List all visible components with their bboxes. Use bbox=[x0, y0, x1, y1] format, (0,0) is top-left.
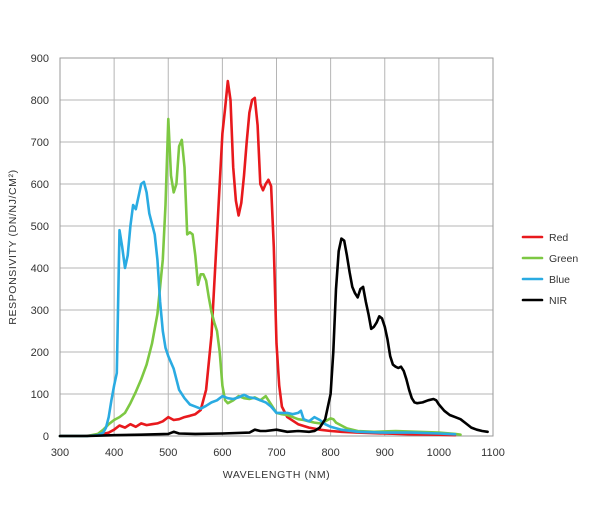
y-tick-label: 400 bbox=[31, 263, 49, 275]
plot-frame bbox=[59, 57, 494, 437]
legend-label-blue: Blue bbox=[549, 274, 570, 286]
grid bbox=[59, 57, 494, 437]
x-tick-label: 1100 bbox=[481, 447, 505, 459]
series-line-red bbox=[58, 79, 457, 438]
y-tick-label: 200 bbox=[31, 347, 49, 359]
x-tick-label: 500 bbox=[159, 447, 177, 459]
x-tick-label: 800 bbox=[321, 447, 339, 459]
legend-label-nir: NIR bbox=[549, 295, 568, 307]
series-line-blue bbox=[58, 180, 457, 438]
y-tick-label: 300 bbox=[31, 305, 49, 317]
x-tick-label: 1000 bbox=[427, 447, 451, 459]
series-lines bbox=[58, 79, 489, 438]
series-line-nir bbox=[58, 237, 489, 438]
x-tick-label: 900 bbox=[376, 447, 394, 459]
axes: 300 400 500 600 700 800 900 1000 1100 0 100 200 300 4… bbox=[31, 53, 505, 459]
legend: Red Green Blue NIR bbox=[521, 232, 578, 307]
y-tick-label: 800 bbox=[31, 95, 49, 107]
x-tick-label: 300 bbox=[51, 447, 69, 459]
x-axis-title: WAVELENGTH (NM) bbox=[223, 469, 331, 481]
y-tick-label: 0 bbox=[43, 431, 49, 443]
x-tick-label: 600 bbox=[213, 447, 231, 459]
series-line-green bbox=[58, 117, 462, 438]
legend-label-green: Green bbox=[549, 253, 578, 265]
y-tick-label: 700 bbox=[31, 137, 49, 149]
y-tick-label: 500 bbox=[31, 221, 49, 233]
y-tick-label: 600 bbox=[31, 179, 49, 191]
y-axis-title: RESPONSIVITY (DN/NJ/CM²) bbox=[7, 169, 19, 324]
y-tick-label: 900 bbox=[31, 53, 49, 65]
x-tick-label: 400 bbox=[105, 447, 123, 459]
x-tick-label: 700 bbox=[267, 447, 285, 459]
legend-label-red: Red bbox=[549, 232, 568, 244]
y-tick-label: 100 bbox=[31, 389, 49, 401]
